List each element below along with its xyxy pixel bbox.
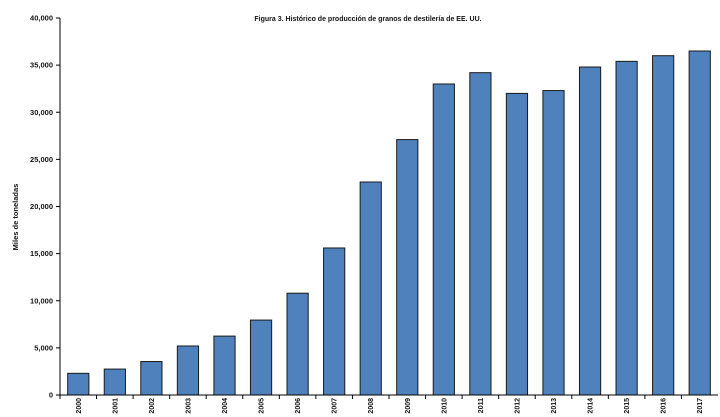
chart-title: Figura 3. Histórico de producción de gra… bbox=[254, 16, 481, 23]
bar-2000 bbox=[67, 372, 90, 396]
x-tick-label: 2004 bbox=[222, 398, 229, 414]
bar-2006 bbox=[286, 292, 309, 396]
x-tick-label: 2009 bbox=[405, 398, 412, 414]
y-tick-label: 35,000 bbox=[30, 61, 53, 70]
x-tick-label: 2001 bbox=[112, 398, 119, 414]
bar-2003 bbox=[176, 345, 200, 396]
y-tick-label: 10,000 bbox=[30, 296, 53, 305]
bar-2013 bbox=[542, 90, 565, 396]
bar-2001 bbox=[103, 368, 126, 396]
x-tick-label: 2011 bbox=[478, 398, 485, 413]
bar-2012 bbox=[505, 92, 529, 396]
x-tick-label: 2005 bbox=[259, 398, 266, 414]
x-axis-ticks: 2000 2001 2002 2003 2004 2005 2006 2007 2008 2009… bbox=[59, 395, 704, 414]
x-tick-label: 2012 bbox=[514, 398, 521, 414]
x-tick-label: 2003 bbox=[185, 398, 192, 414]
bars bbox=[67, 50, 711, 396]
bar-2014 bbox=[578, 66, 602, 396]
bar-2015 bbox=[615, 60, 638, 396]
x-tick-label: 2017 bbox=[697, 398, 704, 414]
y-tick-label: 30,000 bbox=[30, 108, 53, 117]
y-tick-label: 5,000 bbox=[34, 343, 53, 352]
bar-2002 bbox=[140, 361, 163, 396]
x-tick-label: 2014 bbox=[588, 398, 595, 414]
x-tick-label: 2000 bbox=[76, 398, 83, 414]
bar-2007 bbox=[323, 247, 346, 396]
bar-2010 bbox=[432, 83, 455, 396]
bar-2005 bbox=[249, 319, 273, 396]
bar-2011 bbox=[469, 72, 492, 396]
y-tick-label: 25,000 bbox=[30, 155, 53, 164]
bar-2009 bbox=[396, 139, 419, 396]
bar-2017 bbox=[688, 50, 711, 396]
bar-2008 bbox=[359, 181, 382, 396]
x-tick-label: 2002 bbox=[149, 398, 156, 414]
x-tick-label: 2016 bbox=[661, 398, 668, 414]
x-tick-label: 2010 bbox=[441, 398, 448, 414]
y-axis-ticks: 0 5,000 10,000 15,000 20,000 25,000 30,000 35,0… bbox=[30, 14, 60, 400]
bar-2016 bbox=[652, 55, 675, 396]
y-tick-label: 15,000 bbox=[30, 249, 53, 258]
x-tick-label: 2015 bbox=[624, 398, 631, 414]
x-tick-label: 2006 bbox=[295, 398, 302, 414]
y-tick-label: 20,000 bbox=[30, 202, 53, 211]
y-tick-label: 40,000 bbox=[30, 14, 53, 23]
y-tick-label: 0 bbox=[49, 391, 53, 400]
y-axis-label: Miles de toneladas bbox=[11, 184, 20, 251]
x-tick-label: 2013 bbox=[551, 398, 558, 414]
x-tick-label: 2007 bbox=[332, 398, 339, 414]
x-tick-label: 2008 bbox=[368, 398, 375, 414]
bar-2004 bbox=[213, 335, 236, 396]
